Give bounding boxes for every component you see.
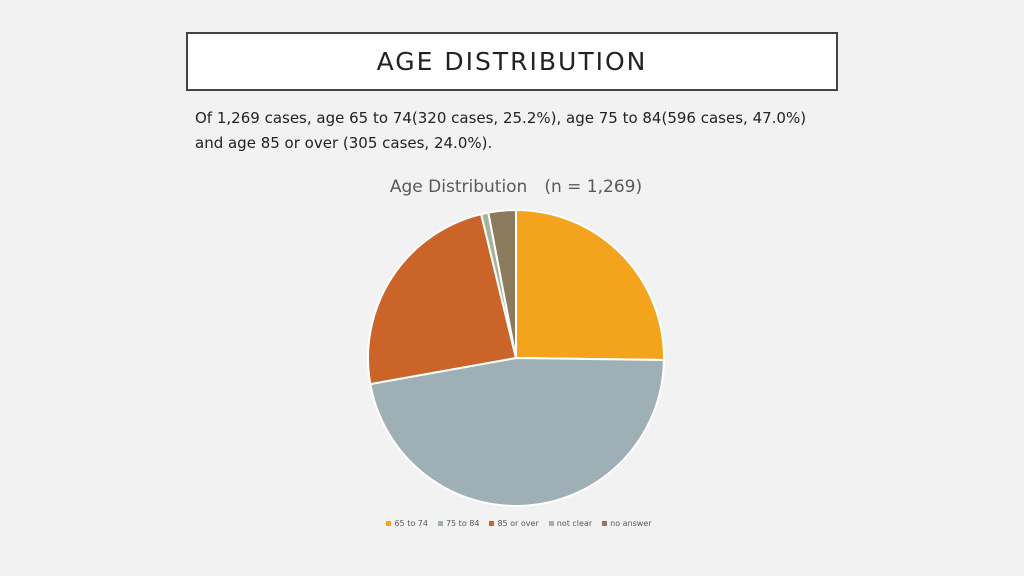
legend-item: 85 or over <box>489 519 539 528</box>
legend-swatch <box>386 521 392 526</box>
legend-label: not clear <box>556 519 593 528</box>
summary-line-2: and age 85 or over (305 cases, 24.0%). <box>195 134 493 152</box>
legend-label: 65 to 74 <box>394 519 428 528</box>
legend-label: 75 to 84 <box>445 519 480 528</box>
legend-swatch <box>437 521 443 526</box>
legend-swatch <box>602 521 608 526</box>
legend-item: no answer <box>602 519 652 528</box>
chart-title: Age Distribution (n = 1,269) <box>389 177 643 197</box>
legend-swatch <box>548 521 554 526</box>
pie-slice-65-to-74 <box>515 208 665 362</box>
chart-legend: 65 to 74 75 to 84 85 or over not clear no an… <box>0 519 1024 528</box>
pie-slice-no-answer <box>487 208 517 359</box>
summary-text: Of 1,269 cases, age 65 to 74(320 cases, … <box>195 106 835 156</box>
legend-item: 65 to 74 <box>386 519 428 528</box>
pie-slice-75-to-84 <box>369 356 666 507</box>
legend-item: 75 to 84 <box>437 519 480 528</box>
pie-slice-85-or-over <box>367 212 518 386</box>
legend-swatch <box>489 521 495 526</box>
summary-line-1: Of 1,269 cases, age 65 to 74(320 cases, … <box>195 109 807 127</box>
legend-item: not clear <box>548 519 593 528</box>
legend-label: no answer <box>610 519 652 528</box>
pie-chart <box>367 208 666 507</box>
slide-title: AGE DISTRIBUTION <box>376 47 648 76</box>
legend-label: 85 or over <box>497 519 539 528</box>
slide-title-box: AGE DISTRIBUTION <box>186 32 838 91</box>
